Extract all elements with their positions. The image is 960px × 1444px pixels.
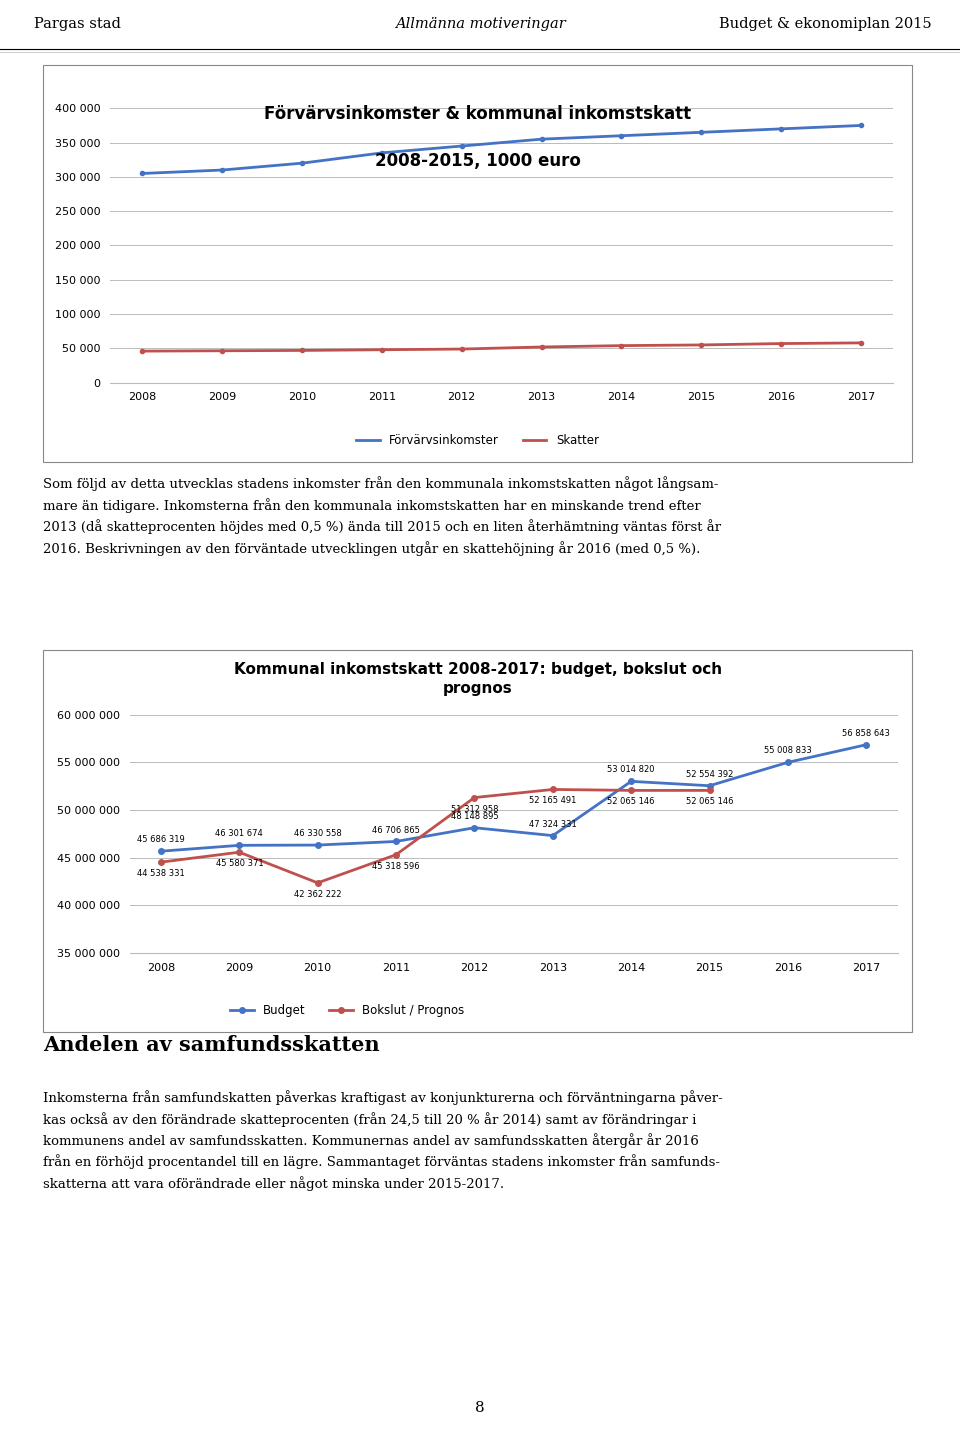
Text: Kommunal inkomstskatt 2008-2017: budget, bokslut och
prognos: Kommunal inkomstskatt 2008-2017: budget,…	[233, 661, 722, 696]
Text: 8: 8	[475, 1401, 485, 1415]
Text: 52 554 392: 52 554 392	[685, 770, 733, 778]
Text: 45 686 319: 45 686 319	[137, 835, 185, 845]
Text: 51 312 958: 51 312 958	[450, 804, 498, 813]
Text: 45 318 596: 45 318 596	[372, 862, 420, 871]
Text: 46 706 865: 46 706 865	[372, 826, 420, 835]
Text: Förvärvsinkomster & kommunal inkomstskatt: Förvärvsinkomster & kommunal inkomstskat…	[264, 104, 691, 123]
Text: 47 324 331: 47 324 331	[529, 820, 577, 829]
Text: 55 008 833: 55 008 833	[764, 747, 812, 755]
Text: 53 014 820: 53 014 820	[608, 765, 655, 774]
Text: 56 858 643: 56 858 643	[842, 729, 890, 738]
Legend: Förvärvsinkomster, Skatter: Förvärvsinkomster, Skatter	[351, 429, 604, 452]
Text: Andelen av samfundsskatten: Andelen av samfundsskatten	[43, 1035, 380, 1056]
Text: Som följd av detta utvecklas stadens inkomster från den kommunala inkomstskatten: Som följd av detta utvecklas stadens ink…	[43, 477, 721, 556]
Text: Allmänna motiveringar: Allmänna motiveringar	[395, 17, 565, 30]
Text: 42 362 222: 42 362 222	[294, 890, 342, 898]
Text: 52 165 491: 52 165 491	[529, 797, 576, 806]
Text: 45 580 371: 45 580 371	[215, 859, 263, 868]
Text: 52 065 146: 52 065 146	[685, 797, 733, 806]
Text: 52 065 146: 52 065 146	[608, 797, 655, 806]
Text: Pargas stad: Pargas stad	[34, 17, 120, 30]
Text: 46 301 674: 46 301 674	[215, 829, 263, 839]
Text: Budget & ekonomiplan 2015: Budget & ekonomiplan 2015	[719, 17, 931, 30]
Text: 2008-2015, 1000 euro: 2008-2015, 1000 euro	[374, 152, 581, 169]
Text: 46 330 558: 46 330 558	[294, 829, 342, 838]
Text: 44 538 331: 44 538 331	[137, 869, 185, 878]
Legend: Budget, Bokslut / Prognos: Budget, Bokslut / Prognos	[226, 999, 469, 1022]
Text: 48 148 895: 48 148 895	[450, 812, 498, 820]
Text: Inkomsterna från samfundskatten påverkas kraftigast av konjunkturerna och förvän: Inkomsterna från samfundskatten påverkas…	[43, 1090, 723, 1191]
